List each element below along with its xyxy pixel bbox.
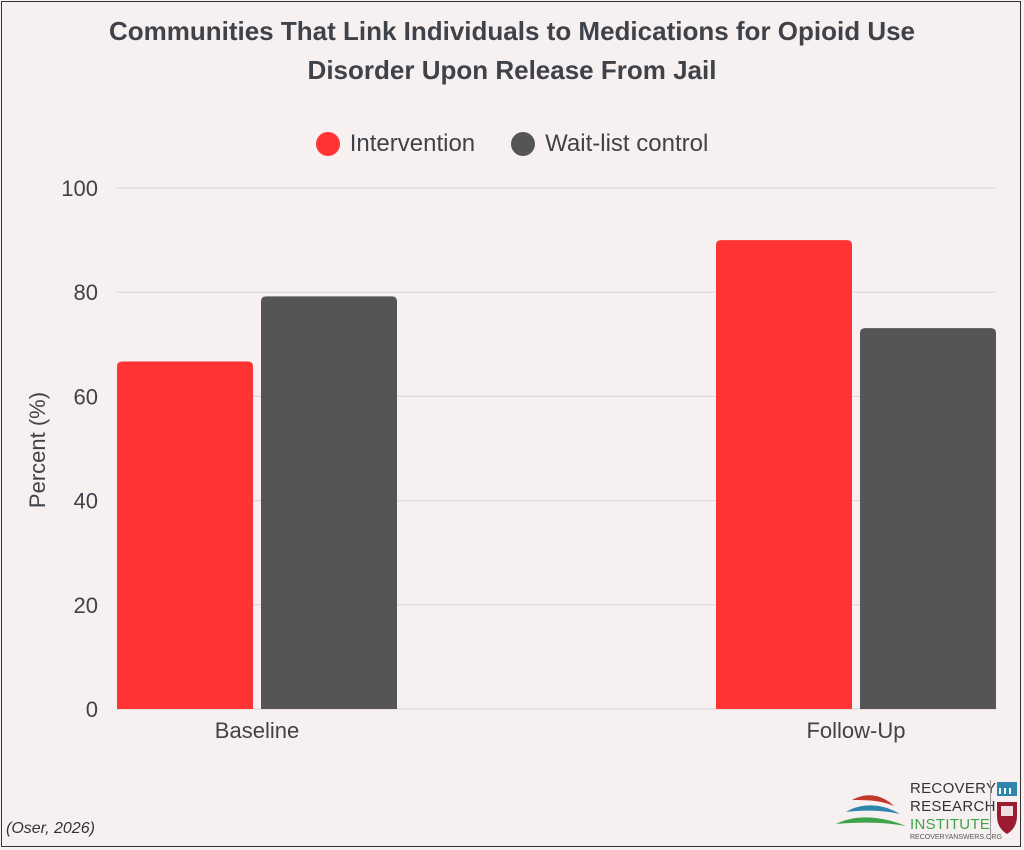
y-tick-label: 80 bbox=[74, 280, 98, 305]
logo-line-2: RESEARCH bbox=[910, 798, 996, 815]
legend-swatch-intervention bbox=[315, 132, 340, 156]
logo-url: RECOVERYANSWERS.ORG bbox=[910, 834, 1002, 841]
chart-title: Communities That Link Individuals to Med… bbox=[0, 12, 1024, 90]
chart-legend: Intervention Wait-list control bbox=[0, 130, 1024, 158]
x-tick-label: Follow-Up bbox=[806, 718, 905, 743]
chart-title-line-2: Disorder Upon Release From Jail bbox=[307, 55, 717, 85]
logo-divider bbox=[990, 780, 991, 840]
legend-swatch-control bbox=[511, 132, 536, 156]
legend-label-control: Wait-list control bbox=[545, 130, 709, 157]
bar-control-follow-up bbox=[860, 328, 996, 709]
bar-intervention-baseline bbox=[117, 361, 253, 709]
x-tick-label: Baseline bbox=[215, 718, 299, 743]
bar-intervention-follow-up bbox=[716, 240, 852, 709]
y-tick-label: 0 bbox=[86, 697, 98, 722]
y-tick-label: 100 bbox=[61, 176, 98, 201]
citation: (Oser, 2026) bbox=[6, 820, 95, 837]
y-tick-label: 20 bbox=[74, 593, 98, 618]
logo-swoosh-icon bbox=[836, 795, 906, 826]
logo-line-1: RECOVERY bbox=[910, 780, 997, 797]
logo-text: RECOVERY RESEARCH INSTITUTE bbox=[910, 780, 996, 834]
institution-shield-icon bbox=[997, 782, 1017, 834]
legend-item-intervention: Intervention bbox=[315, 130, 476, 158]
y-tick-label: 60 bbox=[74, 384, 98, 409]
legend-item-control: Wait-list control bbox=[511, 130, 708, 158]
bar-control-baseline bbox=[261, 296, 397, 709]
chart-title-line-1: Communities That Link Individuals to Med… bbox=[108, 16, 916, 46]
logo-line-3: INSTITUTE bbox=[910, 816, 991, 833]
y-tick-label: 40 bbox=[74, 489, 98, 514]
y-axis-label: Percent (%) bbox=[25, 392, 50, 508]
recovery-research-institute-logo: RECOVERY RESEARCH INSTITUTE RECOVERYANSW… bbox=[832, 778, 1022, 844]
legend-label-intervention: Intervention bbox=[349, 130, 476, 157]
